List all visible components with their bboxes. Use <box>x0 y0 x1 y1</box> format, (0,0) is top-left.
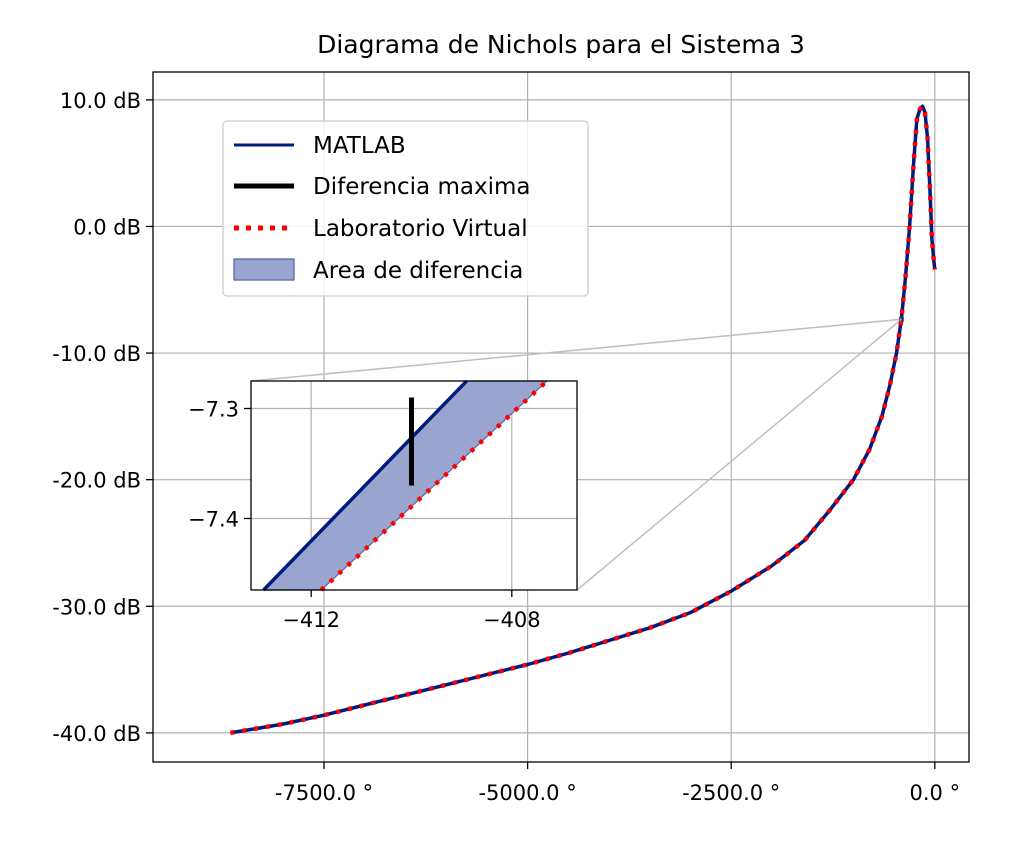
legend: MATLAB Diferencia maxima Laboratorio Vir… <box>222 120 589 297</box>
legend-swatch-area-de-diferencia <box>233 258 295 281</box>
inset-y-tick-label: −7.3 <box>188 398 239 422</box>
chart-title: Diagrama de Nichols para el Sistema 3 <box>317 30 805 59</box>
inset-connector-line <box>576 318 902 591</box>
zoom-region-marker <box>898 316 904 322</box>
main-plot-frame <box>152 71 970 763</box>
inset-matlab-line <box>262 379 468 592</box>
y-tick-label: 10.0 dB <box>60 89 141 113</box>
y-tick-label: -40.0 dB <box>52 722 141 746</box>
main-axis-ticks: -7500.0 ° -5000.0 ° -2500.0 ° 0.0 ° 10.0 dB 0… <box>52 89 960 805</box>
x-tick-label: -5000.0 ° <box>478 781 576 805</box>
series-laboratorio-virtual-line <box>230 102 938 736</box>
legend-label-matlab: MATLAB <box>313 133 406 159</box>
y-tick-label: -20.0 dB <box>52 469 141 493</box>
main-series <box>230 102 938 736</box>
inset-axes: −412 −408 −7.3 −7.4 <box>188 379 578 633</box>
inset-y-tick-label: −7.4 <box>188 508 239 532</box>
x-tick-label: -7500.0 ° <box>275 781 373 805</box>
y-tick-label: -30.0 dB <box>52 595 141 619</box>
legend-label-laboratorio-virtual: Laboratorio Virtual <box>313 216 528 242</box>
inset-laboratorio-virtual-line <box>319 379 549 592</box>
inset-connector-line <box>250 318 902 382</box>
inset-x-tick-label: −412 <box>282 608 340 632</box>
x-tick-label: -2500.0 ° <box>682 781 780 805</box>
inset-axis-ticks: −412 −408 −7.3 −7.4 <box>188 398 541 633</box>
y-tick-label: -10.0 dB <box>52 342 141 366</box>
x-tick-label: 0.0 ° <box>910 781 961 805</box>
inset-x-tick-label: −408 <box>483 608 541 632</box>
legend-box <box>222 120 589 297</box>
legend-label-area-de-diferencia: Area de diferencia <box>313 258 523 284</box>
inset-connectors <box>250 316 904 591</box>
y-tick-label: 0.0 dB <box>73 215 141 239</box>
inset-frame <box>250 380 578 591</box>
legend-label-diferencia-maxima: Diferencia maxima <box>313 174 530 200</box>
